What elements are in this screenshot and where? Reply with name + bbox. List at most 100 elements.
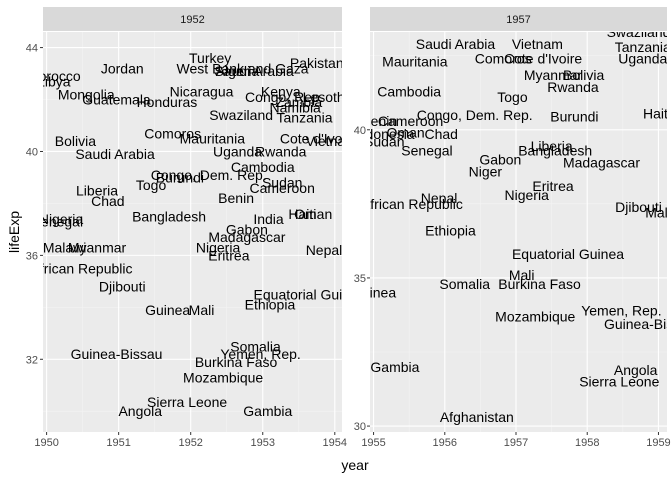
- data-label-india: India: [253, 211, 284, 227]
- data-label-congo-dem-rep-: Congo, Dem. Rep.: [151, 167, 267, 183]
- data-label-sudan: Sudan: [364, 134, 404, 150]
- data-label-benin: Benin: [361, 113, 397, 129]
- data-label-swaziland: Swaziland: [607, 24, 671, 40]
- x-tick-label: 1954: [323, 437, 347, 449]
- data-label-haiti: Haiti: [643, 105, 671, 121]
- data-label-liberia: Liberia: [531, 138, 573, 154]
- data-label-burundi: Burundi: [156, 169, 204, 185]
- data-label-pakistan: Pakistan: [290, 55, 344, 71]
- y-tick-label: 40: [26, 146, 38, 158]
- data-label-indonesia: Indonesia: [354, 126, 415, 142]
- y-tick-label: 40: [354, 125, 366, 137]
- data-label-ethiopia: Ethiopia: [245, 297, 296, 313]
- facet-strip: [43, 7, 342, 31]
- data-label-bangladesh: Bangladesh: [518, 143, 592, 159]
- data-label-djibouti: Djibouti: [99, 279, 146, 295]
- data-label-oman: Oman: [387, 125, 425, 141]
- data-label-gambia: Gambia: [370, 359, 419, 375]
- y-tick-label: 35: [354, 273, 366, 285]
- data-label-guinea: Guinea: [145, 302, 190, 318]
- x-tick-label: 1956: [433, 437, 457, 449]
- data-label-libya: Libya: [37, 73, 71, 89]
- data-label-madagascar: Madagascar: [208, 229, 285, 245]
- x-tick-label: 1950: [34, 437, 58, 449]
- data-label-mali: Mali: [509, 267, 535, 283]
- data-label-cote-d-ivoire: Cote d'Ivoire: [280, 130, 358, 146]
- data-label-bangladesh: Bangladesh: [132, 208, 206, 224]
- data-label-guinea-bissau: Guinea-Bissau: [71, 346, 163, 362]
- data-label-somalia: Somalia: [230, 338, 281, 354]
- data-label-gabon: Gabon: [226, 221, 268, 237]
- data-label-comoros: Comoros: [144, 125, 201, 141]
- y-tick-label: 30: [354, 421, 366, 433]
- data-label-malawi: Malawi: [645, 205, 672, 221]
- data-label-malawi: Malawi: [43, 240, 87, 256]
- data-label-sierra-leone: Sierra Leone: [579, 374, 659, 390]
- data-label-guinea-bissau: Guinea-Bissau: [604, 316, 672, 332]
- data-label-chad: Chad: [424, 126, 457, 142]
- data-label-mauritania: Mauritania: [180, 130, 246, 146]
- data-label-myanmar: Myanmar: [68, 240, 127, 256]
- data-label-nigeria: Nigeria: [39, 211, 84, 227]
- data-label-nigeria: Nigeria: [505, 187, 550, 203]
- data-label-rwanda: Rwanda: [255, 143, 307, 159]
- data-label-mozambique: Mozambique: [495, 308, 575, 324]
- data-label-nigeria: Nigeria: [196, 240, 241, 256]
- data-label-cambodia: Cambodia: [231, 159, 295, 175]
- data-label-haiti: Haiti: [288, 206, 316, 222]
- data-label-gambia: Gambia: [243, 403, 292, 419]
- data-label-chad: Chad: [91, 193, 124, 209]
- data-label-benin: Benin: [218, 190, 254, 206]
- data-label-gabon: Gabon: [479, 151, 521, 167]
- data-label-togo: Togo: [497, 89, 528, 105]
- data-label-myanmar: Myanmar: [524, 67, 583, 83]
- data-label-saudi-arabia: Saudi Arabia: [416, 36, 496, 52]
- data-label-afghanistan: Afghanistan: [440, 409, 514, 425]
- data-label-mozambique: Mozambique: [183, 369, 263, 385]
- data-label-liberia: Liberia: [76, 182, 118, 198]
- data-label-central-african-republic: Central African Republic: [313, 196, 463, 212]
- panel-background: [43, 32, 342, 432]
- facet-strip-label: 1952: [180, 14, 204, 26]
- x-tick-label: 1955: [361, 437, 385, 449]
- data-label-cameroon: Cameroon: [378, 113, 443, 129]
- data-label-nepal: Nepal: [306, 242, 343, 258]
- x-tick-label: 1951: [106, 437, 130, 449]
- data-label-swaziland: Swaziland: [209, 107, 273, 123]
- data-label-cameroon: Cameroon: [250, 180, 315, 196]
- data-label-senegal: Senegal: [401, 143, 452, 159]
- data-label-nepal: Nepal: [421, 190, 458, 206]
- data-label-kenya: Kenya: [261, 84, 301, 100]
- data-label-madagascar: Madagascar: [563, 154, 640, 170]
- data-label-honduras: Honduras: [137, 94, 198, 110]
- x-tick-label: 1957: [504, 437, 528, 449]
- data-label-equatorial-guinea: Equatorial Guinea: [254, 286, 366, 302]
- y-tick-label: 44: [26, 43, 38, 55]
- data-label-angola: Angola: [614, 362, 658, 378]
- data-label-bolivia: Bolivia: [55, 133, 96, 149]
- data-label-eritrea: Eritrea: [532, 178, 573, 194]
- facet-strip-label: 1957: [506, 14, 530, 26]
- data-label-equatorial-guinea: Equatorial Guinea: [512, 246, 624, 262]
- panel-background: [370, 32, 667, 432]
- data-label-jordan: Jordan: [101, 60, 144, 76]
- data-label-burundi: Burundi: [550, 108, 598, 124]
- data-label-sierra-leone: Sierra Leone: [147, 394, 227, 410]
- data-label-guatemala: Guatemala: [82, 92, 151, 108]
- data-label-morocco: Morocco: [27, 68, 81, 84]
- data-label-tanzania: Tanzania: [277, 110, 333, 126]
- y-axis-title: lifeExp: [6, 211, 22, 253]
- data-label-burkina-faso: Burkina Faso: [498, 276, 581, 292]
- data-label-algeria: Algeria: [216, 63, 260, 79]
- data-label-togo: Togo: [136, 177, 167, 193]
- y-tick-label: 36: [26, 250, 38, 262]
- data-label-turkey: Turkey: [189, 50, 231, 66]
- data-label-cote-d-ivoire: Cote d'Ivoire: [504, 51, 582, 67]
- data-label-niger: Niger: [469, 163, 503, 179]
- data-label-mauritania: Mauritania: [382, 54, 448, 70]
- y-tick-label: 32: [26, 354, 38, 366]
